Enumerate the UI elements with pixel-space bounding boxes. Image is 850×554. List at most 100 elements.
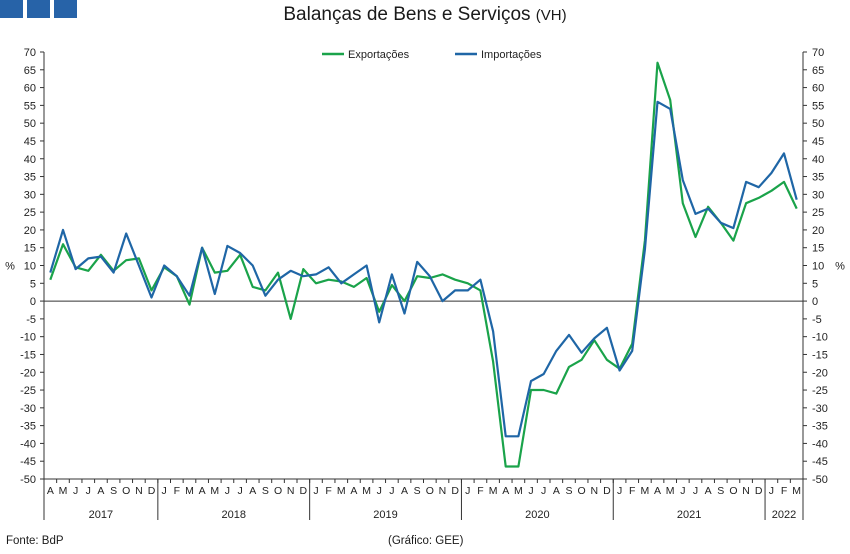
x-tick-label-month: D <box>755 485 763 497</box>
y-tick-label-right: 55 <box>812 100 824 112</box>
x-tick-label-month: J <box>769 485 774 497</box>
y-tick-label-right: -25 <box>812 385 828 397</box>
y-tick-label-right: 50 <box>812 118 824 130</box>
x-tick-label-month: O <box>578 485 586 497</box>
x-tick-label-month: N <box>439 485 447 497</box>
source-note: Fonte: BdP <box>6 535 64 547</box>
x-tick-label-month: A <box>705 485 712 497</box>
chart-legend: Exportações Importações <box>322 49 542 61</box>
x-tick-label-month: J <box>465 485 470 497</box>
y-tick-label-left: 65 <box>24 65 36 77</box>
y-tick-label-left: 70 <box>24 47 36 59</box>
y-tick-label-left: 35 <box>24 172 36 184</box>
x-tick-label-month: F <box>477 485 483 497</box>
x-tick-label-year: 2017 <box>89 509 113 521</box>
logo <box>0 0 77 18</box>
x-tick-label-month: A <box>249 485 256 497</box>
x-tick-label-month: M <box>489 485 498 497</box>
y-tick-label-left: -5 <box>26 314 36 326</box>
x-tick-label-month: J <box>693 485 698 497</box>
x-tick-label-month: M <box>792 485 801 497</box>
x-tick-label-year: 2021 <box>677 509 701 521</box>
x-tick-label-month: A <box>654 485 661 497</box>
x-tick-label-month: J <box>86 485 91 497</box>
x-tick-label-month: M <box>514 485 523 497</box>
x-tick-label-month: J <box>680 485 685 497</box>
y-tick-label-right: 40 <box>812 154 824 166</box>
x-tick-label-month: M <box>666 485 675 497</box>
x-tick-label-month: S <box>414 485 421 497</box>
y-tick-label-right: -40 <box>812 438 828 450</box>
y-tick-label-left: -25 <box>20 385 36 397</box>
x-tick-label-month: O <box>426 485 434 497</box>
y-tick-label-left: -40 <box>20 438 36 450</box>
logo-square <box>54 0 77 18</box>
x-tick-label-month: M <box>337 485 346 497</box>
y-tick-label-right: 35 <box>812 172 824 184</box>
x-tick-label-month: M <box>641 485 650 497</box>
x-tick-label-month: A <box>553 485 560 497</box>
series-line <box>49 61 798 468</box>
chart-title-text: Balanças de Bens e Serviços <box>283 4 531 25</box>
x-tick-label-month: F <box>174 485 180 497</box>
x-tick-label-month: S <box>565 485 572 497</box>
y-tick-label-right: 10 <box>812 261 824 273</box>
y-tick-label-right: 30 <box>812 189 824 201</box>
y-tick-label-left: -20 <box>20 367 36 379</box>
y-tick-label-right: 45 <box>812 136 824 148</box>
y-tick-label-left: 40 <box>24 154 36 166</box>
x-tick-label-month: J <box>162 485 167 497</box>
legend-label: Exportações <box>348 49 410 61</box>
legend-label: Importações <box>481 49 542 61</box>
y-tick-label-right: 25 <box>812 207 824 219</box>
y-tick-label-left: 10 <box>24 261 36 273</box>
x-tick-label-month: J <box>73 485 78 497</box>
x-tick-label-year: 2019 <box>373 509 397 521</box>
y-tick-label-right: 5 <box>812 278 818 290</box>
y-tick-label-left: 30 <box>24 189 36 201</box>
y-tick-label-right: 15 <box>812 243 824 255</box>
x-tick-label-month: D <box>603 485 611 497</box>
x-tick-label-month: O <box>274 485 282 497</box>
x-tick-label-month: F <box>781 485 787 497</box>
x-tick-label-month: J <box>541 485 546 497</box>
y-tick-label-right: -15 <box>812 349 828 361</box>
y-tick-label-left: 5 <box>30 278 36 290</box>
y-tick-label-right: 20 <box>812 225 824 237</box>
y-tick-label-left: -50 <box>20 474 36 486</box>
y-tick-label-right: -50 <box>812 474 828 486</box>
y-axis-label-right: % <box>835 261 845 273</box>
x-tick-label-month: A <box>199 485 206 497</box>
series-line <box>49 100 798 438</box>
x-tick-label-month: J <box>617 485 622 497</box>
x-tick-label-month: A <box>350 485 357 497</box>
y-tick-label-right: -10 <box>812 332 828 344</box>
y-tick-label-right: -5 <box>812 314 822 326</box>
x-tick-label-month: J <box>389 485 394 497</box>
x-tick-label-month: J <box>225 485 230 497</box>
x-tick-label-year: 2022 <box>772 509 796 521</box>
chart-title: Balanças de Bens e Serviços (VH) <box>0 4 850 26</box>
x-tick-label-month: J <box>528 485 533 497</box>
chart-series <box>49 61 798 468</box>
y-tick-label-left: 25 <box>24 207 36 219</box>
x-tick-label-month: S <box>110 485 117 497</box>
x-tick-label-month: S <box>717 485 724 497</box>
x-tick-label-month: A <box>502 485 509 497</box>
y-tick-label-right: -30 <box>812 403 828 415</box>
x-tick-label-month: D <box>451 485 459 497</box>
x-tick-label-year: 2020 <box>525 509 549 521</box>
y-tick-label-left: -45 <box>20 456 36 468</box>
chart-subtitle: (VH) <box>535 7 567 24</box>
x-tick-label-year: 2018 <box>222 509 246 521</box>
y-tick-label-left: -15 <box>20 349 36 361</box>
y-tick-label-right: -45 <box>812 456 828 468</box>
x-tick-label-month: J <box>377 485 382 497</box>
x-tick-label-month: O <box>729 485 737 497</box>
y-tick-label-left: 0 <box>30 296 36 308</box>
x-tick-label-month: N <box>742 485 750 497</box>
x-tick-label-month: A <box>97 485 104 497</box>
y-tick-label-left: 20 <box>24 225 36 237</box>
y-tick-label-left: 50 <box>24 118 36 130</box>
x-tick-label-month: M <box>185 485 194 497</box>
